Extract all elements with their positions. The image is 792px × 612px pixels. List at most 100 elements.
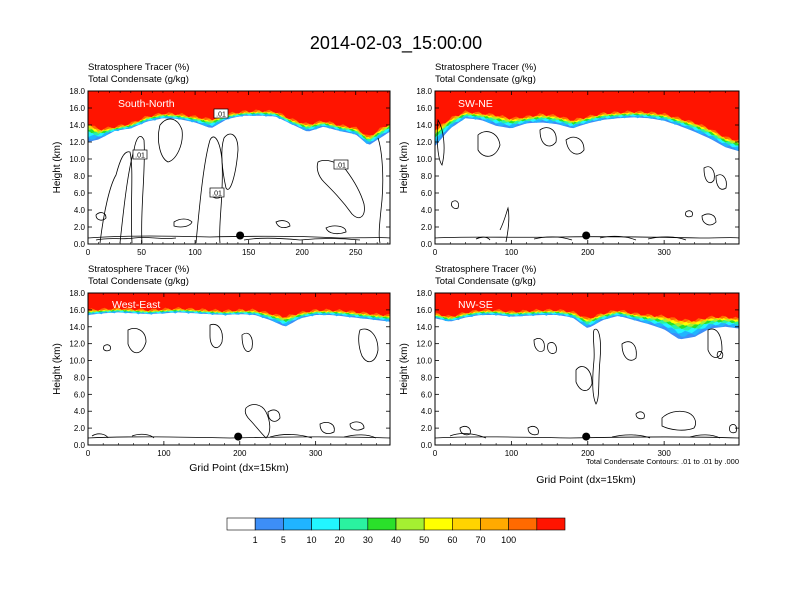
contour-line — [127, 328, 147, 354]
plot-area — [435, 91, 739, 243]
contour-line — [689, 434, 721, 439]
contour-line — [119, 136, 145, 244]
contour-line — [221, 133, 239, 190]
contour-line — [319, 422, 335, 434]
y-tick-label: 6.0 — [421, 189, 433, 198]
contour-line — [267, 409, 281, 422]
contour-line — [358, 328, 379, 363]
tracer-fill — [435, 293, 739, 340]
panel-header-condensate: Total Condensate (g/kg) — [435, 276, 536, 287]
colorbar-labels: 1 5 10 20 30 40 50 60 70 100 — [253, 535, 517, 545]
y-tick-label: 4.0 — [74, 407, 86, 416]
contour-line — [131, 433, 155, 439]
contour-line — [592, 328, 601, 405]
colorbar-swatch — [226, 517, 256, 531]
panel-header-condensate: Total Condensate (g/kg) — [88, 276, 189, 287]
panel-west-east: Stratosphere Tracer (%) Total Condensate… — [52, 264, 391, 474]
tracer-band — [88, 91, 390, 136]
axes: 0 100 200 300 0.0 2.0 4.0 6.0 8.0 10.0 12.0 14.0 16.… — [416, 289, 739, 458]
x-tick-label: 100 — [505, 449, 519, 458]
colorbar-label: 20 — [335, 535, 345, 545]
colorbar-label: 5 — [281, 535, 286, 545]
contour-line — [349, 421, 365, 431]
panel-header-condensate: Total Condensate (g/kg) — [88, 74, 189, 85]
y-tick-label: 2.0 — [421, 223, 433, 232]
contour-line — [95, 237, 177, 241]
x-tick-label: 250 — [349, 248, 363, 257]
y-tick-label: 0.0 — [74, 441, 86, 450]
plot-area — [435, 293, 739, 441]
contour-line — [729, 424, 737, 434]
figure-title: 2014-02-03_15:00:00 — [310, 33, 482, 54]
y-tick-label: 8.0 — [74, 172, 86, 181]
panel-header-tracer: Stratosphere Tracer (%) — [435, 264, 536, 275]
y-tick-label: 0.0 — [74, 240, 86, 249]
x-tick-label: 50 — [137, 248, 146, 257]
contour-line — [88, 436, 390, 439]
colorbar-swatch — [395, 517, 425, 531]
contour-label-box — [333, 159, 349, 170]
condensate-contours — [88, 118, 390, 244]
panel-header-tracer: Stratosphere Tracer (%) — [88, 264, 189, 275]
x-tick-label: 300 — [657, 248, 671, 257]
axes: 0 50 100 150 200 250 0.0 2.0 4.0 6.0 8.0 10.0 12.0 14… — [69, 87, 390, 257]
tracer-band — [435, 293, 739, 322]
section-label: SW-NE — [458, 98, 493, 110]
contour-label: .01 — [212, 191, 222, 198]
contour-label: .01 — [216, 112, 226, 119]
colorbar-label: 1 — [253, 535, 258, 545]
contour-line — [715, 174, 727, 190]
contour-line — [158, 118, 183, 163]
contour-line — [209, 323, 223, 349]
y-tick-label: 16.0 — [69, 306, 85, 315]
y-tick-label: 12.0 — [416, 138, 432, 147]
contour-line — [716, 351, 724, 359]
contour-line — [635, 411, 645, 420]
location-marker — [234, 432, 243, 441]
contour-line — [103, 344, 111, 352]
panel-header-tracer: Stratosphere Tracer (%) — [88, 62, 189, 73]
y-axis-label: Height (km) — [52, 343, 63, 395]
y-tick-label: 12.0 — [416, 340, 432, 349]
contour-line — [707, 328, 723, 358]
plot-frame — [87, 292, 391, 446]
y-tick-label: 0.0 — [421, 240, 433, 249]
contour-line — [621, 341, 637, 361]
contour-line — [377, 137, 384, 244]
colorbar-label: 100 — [501, 535, 516, 545]
colorbar-swatch — [536, 517, 566, 531]
colorbar-label: 10 — [306, 535, 316, 545]
contour-labels: .01 .01 .01 .01 — [132, 108, 349, 198]
colorbar-swatch — [508, 517, 538, 531]
axes: 0 100 200 300 0.0 2.0 4.0 6.0 8.0 10.0 12.0 14.0 16.… — [416, 87, 739, 257]
contour-line — [647, 236, 687, 241]
y-tick-label: 4.0 — [421, 206, 433, 215]
colorbar-swatch — [311, 517, 340, 531]
colorbar: 1 5 10 20 30 40 50 60 70 100 — [226, 517, 566, 545]
x-tick-label: 100 — [157, 449, 171, 458]
colorbar-swatch — [423, 517, 453, 531]
y-axis-label: Height (km) — [399, 142, 410, 194]
contour-line — [701, 213, 717, 226]
contour-line — [661, 410, 696, 431]
panel-nw-se: Stratosphere Tracer (%) Total Condensate… — [399, 264, 740, 486]
contour-line — [599, 235, 637, 241]
section-label: South-North — [118, 98, 175, 110]
y-tick-label: 10.0 — [69, 155, 85, 164]
y-tick-label: 18.0 — [69, 87, 85, 96]
tracer-fill — [435, 91, 739, 152]
contour-line — [575, 366, 593, 391]
panel-sw-ne: Stratosphere Tracer (%) Total Condensate… — [399, 62, 740, 257]
panel-header-condensate: Total Condensate (g/kg) — [435, 74, 536, 85]
y-tick-label: 16.0 — [416, 306, 432, 315]
x-axis-label: Grid Point (dx=15km) — [536, 474, 636, 486]
location-marker — [582, 432, 591, 441]
contour-line — [244, 404, 271, 439]
colorbar-label: 70 — [475, 535, 485, 545]
x-tick-label: 0 — [433, 248, 438, 257]
y-tick-label: 12.0 — [69, 340, 85, 349]
y-tick-label: 2.0 — [74, 223, 86, 232]
y-tick-label: 14.0 — [69, 323, 85, 332]
panel-south-north: Stratosphere Tracer (%) Total Condensate… — [52, 62, 391, 257]
